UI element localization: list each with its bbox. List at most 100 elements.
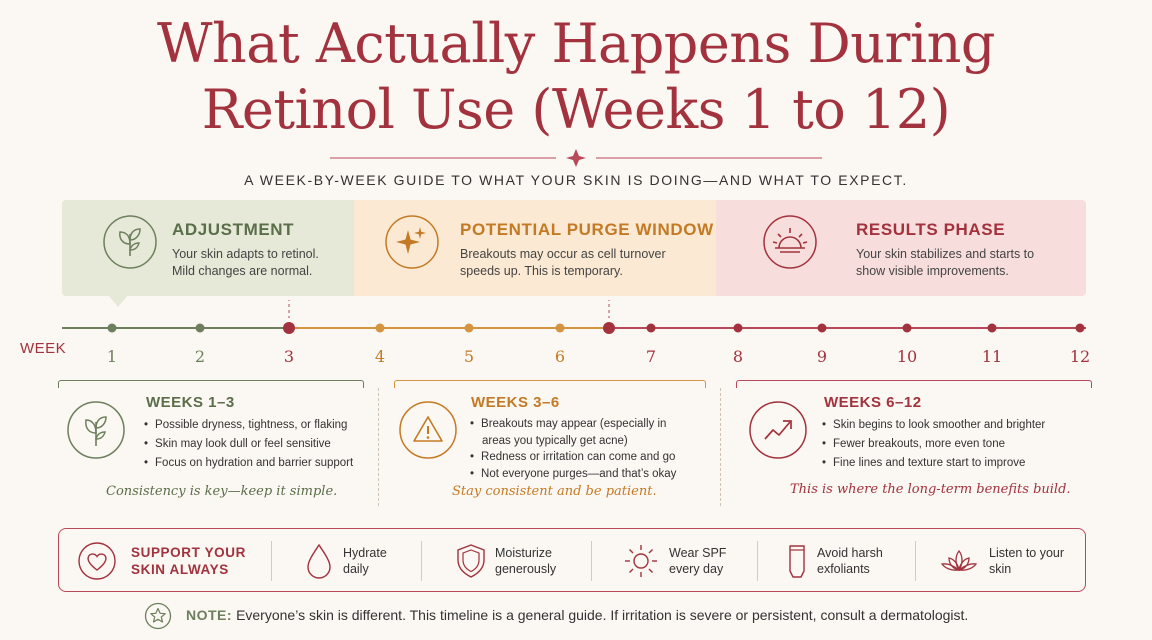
support-item-line: every day	[669, 562, 724, 576]
list-item: Breakouts may appear (especially in	[470, 416, 700, 432]
phase-boundary-dot	[603, 322, 615, 334]
week-dot	[817, 323, 827, 333]
list-item: Not everyone purges—and that’s okay	[470, 466, 700, 482]
separator	[591, 541, 592, 581]
support-item-hydrate: Hydrate daily	[343, 545, 443, 577]
support-item-spf: Wear SPF every day	[669, 545, 769, 577]
heart-icon	[78, 542, 116, 580]
list-item: areas you typically get acne)	[482, 434, 628, 447]
sun-icon	[625, 545, 657, 577]
card-bullets: Breakouts may appear (especially in area…	[470, 416, 700, 482]
list-item: Redness or irritation can come and go	[470, 449, 700, 465]
note-text: NOTE: Everyone’s skin is different. This …	[186, 607, 968, 623]
list-item: Possible dryness, tightness, or flaking	[144, 416, 364, 435]
support-item-line: exfoliants	[817, 562, 870, 576]
support-item-line: Listen to your	[989, 546, 1065, 560]
note-body: Everyone’s skin is different. This timel…	[236, 607, 969, 623]
support-item-listen: Listen to your skin	[989, 545, 1089, 577]
phase-description: Breakouts may occur as cell turnover spe…	[460, 247, 666, 278]
star-icon	[144, 602, 172, 630]
week-tick-label: 2	[195, 347, 205, 366]
note-label: NOTE:	[186, 607, 233, 623]
page-title-line-1: What Actually Happens During	[156, 12, 996, 75]
phase-purge-window: POTENTIAL PURGE WINDOW Breakouts may occ…	[354, 200, 716, 296]
week-tick-label: 12	[1070, 347, 1090, 366]
card-title: WEEKS 1–3	[146, 394, 235, 411]
page-subtitle: A WEEK-BY-WEEK GUIDE TO WHAT YOUR SKIN I…	[244, 172, 908, 188]
week-tick-label: 10	[897, 347, 917, 366]
card-title: WEEKS 3–6	[471, 394, 560, 411]
support-item-exfoliants: Avoid harsh exfoliants	[817, 545, 917, 577]
card-bracket	[394, 380, 706, 388]
week-dot	[464, 323, 474, 333]
phase-title: ADJUSTMENT	[172, 220, 295, 239]
week-axis-label: WEEK	[20, 340, 67, 357]
card-bracket	[736, 380, 1092, 388]
divider	[720, 388, 721, 506]
lotus-icon	[940, 549, 978, 572]
week-tick-label: 7	[646, 347, 656, 366]
support-lead-line-2: SKIN ALWAYS	[131, 562, 229, 577]
trend-up-icon	[749, 401, 807, 459]
week-tick-label: 11	[982, 347, 1002, 366]
support-item-line: Wear SPF	[669, 546, 727, 560]
droplet-icon	[307, 543, 331, 579]
week-dot	[555, 323, 565, 333]
support-item-moisturize: Moisturize generously	[495, 545, 595, 577]
list-item: Skin may look dull or feel sensitive	[144, 435, 364, 454]
week-tick-label: 1	[107, 347, 117, 366]
week-dot	[1075, 323, 1085, 333]
phase-description: Your skin stabilizes and starts to show …	[856, 247, 1035, 278]
week-tick-label: 3	[284, 347, 294, 366]
week-dot	[902, 323, 912, 333]
separator	[271, 541, 272, 581]
week-dot	[375, 323, 385, 333]
list-item: Fine lines and texture start to improve	[822, 454, 1072, 473]
support-item-line: daily	[343, 562, 369, 576]
week-tick-label: 6	[555, 347, 565, 366]
support-item-line: skin	[989, 562, 1012, 576]
tube-icon	[789, 545, 805, 578]
card-bullets: Skin begins to look smoother and brighte…	[822, 416, 1072, 473]
shield-icon	[457, 544, 485, 578]
card-title: WEEKS 6–12	[824, 394, 922, 411]
list-item: Skin begins to look smoother and brighte…	[822, 416, 1072, 435]
support-item-line: Avoid harsh	[817, 546, 883, 560]
phase-results: RESULTS PHASE Your skin stabilizes and s…	[716, 200, 1086, 296]
support-skin-bar: SUPPORT YOUR SKIN ALWAYS Hydrate daily M…	[58, 528, 1086, 592]
separator	[757, 541, 758, 581]
week-tick-label: 8	[733, 347, 743, 366]
week-dot	[283, 322, 295, 334]
card-weeks-6-12: WEEKS 6–12 Skin begins to look smoother …	[736, 380, 1092, 510]
warning-icon	[399, 401, 457, 459]
card-quote: Stay consistent and be patient.	[452, 484, 657, 499]
week-dot	[195, 323, 205, 333]
support-item-line: Moisturize	[495, 546, 552, 560]
divider	[378, 388, 379, 506]
support-item-line: generously	[495, 562, 557, 576]
support-lead-line-1: SUPPORT YOUR	[131, 545, 246, 560]
page-title-line-2: Retinol Use (Weeks 1 to 12)	[201, 78, 951, 141]
sprout-icon	[103, 215, 157, 269]
sprout-icon	[67, 401, 125, 459]
card-quote: This is where the long-term benefits bui…	[790, 482, 1071, 497]
week-dot	[107, 323, 117, 333]
week-dot	[646, 323, 656, 333]
week-dot	[733, 323, 743, 333]
separator	[421, 541, 422, 581]
separator	[915, 541, 916, 581]
week-tick-label: 9	[817, 347, 827, 366]
phase-pointer	[108, 295, 128, 307]
title-divider-ornament	[330, 149, 822, 167]
card-bracket	[58, 380, 364, 388]
card-weeks-1-3: WEEKS 1–3 Possible dryness, tightness, o…	[58, 380, 364, 510]
phase-description: Your skin adapts to retinol. Mild change…	[172, 247, 319, 278]
card-weeks-3-6: WEEKS 3–6 Breakouts may appear (especial…	[394, 380, 706, 510]
list-item: Fewer breakouts, more even tone	[822, 435, 1072, 454]
week-dot	[987, 323, 997, 333]
phase-title: RESULTS PHASE	[856, 220, 1006, 239]
week-tick-label: 5	[464, 347, 474, 366]
card-quote: Consistency is key—keep it simple.	[106, 484, 338, 499]
support-lead: SUPPORT YOUR SKIN ALWAYS	[131, 544, 251, 578]
phase-title: POTENTIAL PURGE WINDOW	[460, 220, 714, 239]
